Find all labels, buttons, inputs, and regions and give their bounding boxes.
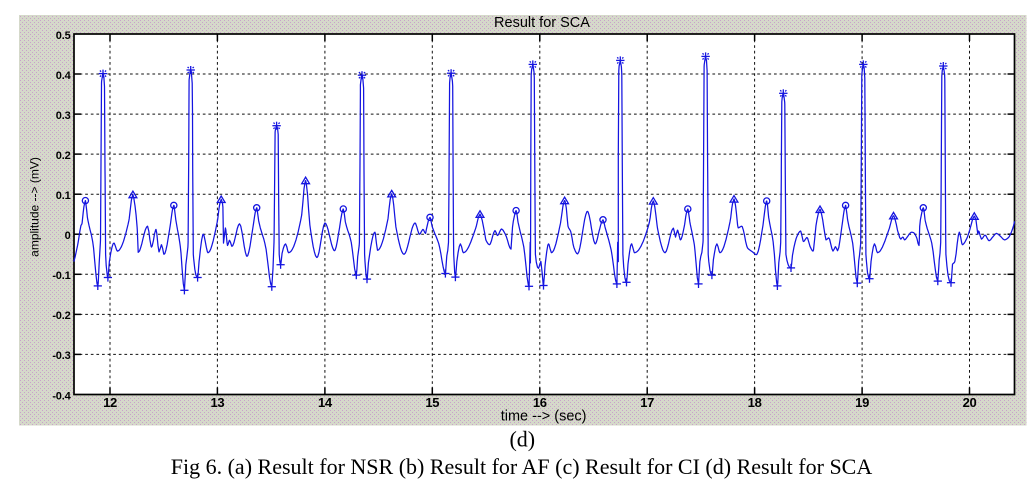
svg-text:0.3: 0.3 xyxy=(56,110,71,122)
svg-text:19: 19 xyxy=(855,395,869,410)
svg-text:Result for SCA: Result for SCA xyxy=(494,15,590,31)
svg-text:-0.2: -0.2 xyxy=(52,310,70,322)
svg-text:0.5: 0.5 xyxy=(56,30,71,42)
svg-text:amplitude --> (mV): amplitude --> (mV) xyxy=(28,157,42,257)
svg-text:-0.4: -0.4 xyxy=(52,390,71,402)
svg-text:18: 18 xyxy=(748,395,762,410)
svg-text:-0.3: -0.3 xyxy=(52,350,70,362)
svg-text:0.4: 0.4 xyxy=(56,70,72,82)
svg-text:0.2: 0.2 xyxy=(56,150,71,162)
svg-text:0.1: 0.1 xyxy=(56,190,71,202)
svg-text:16: 16 xyxy=(533,395,547,410)
svg-text:0: 0 xyxy=(65,230,71,242)
svg-text:13: 13 xyxy=(210,395,224,410)
svg-text:12: 12 xyxy=(103,395,117,410)
svg-text:15: 15 xyxy=(425,395,439,410)
svg-text:time --> (sec): time --> (sec) xyxy=(501,409,587,425)
svg-text:17: 17 xyxy=(640,395,654,410)
svg-text:-0.1: -0.1 xyxy=(52,270,70,282)
svg-text:Fig 6. (a) Result for NSR (b): Fig 6. (a) Result for NSR (b) Result for… xyxy=(171,454,873,479)
svg-text:14: 14 xyxy=(318,395,333,410)
svg-text:(d): (d) xyxy=(509,427,535,452)
svg-text:20: 20 xyxy=(963,395,977,410)
